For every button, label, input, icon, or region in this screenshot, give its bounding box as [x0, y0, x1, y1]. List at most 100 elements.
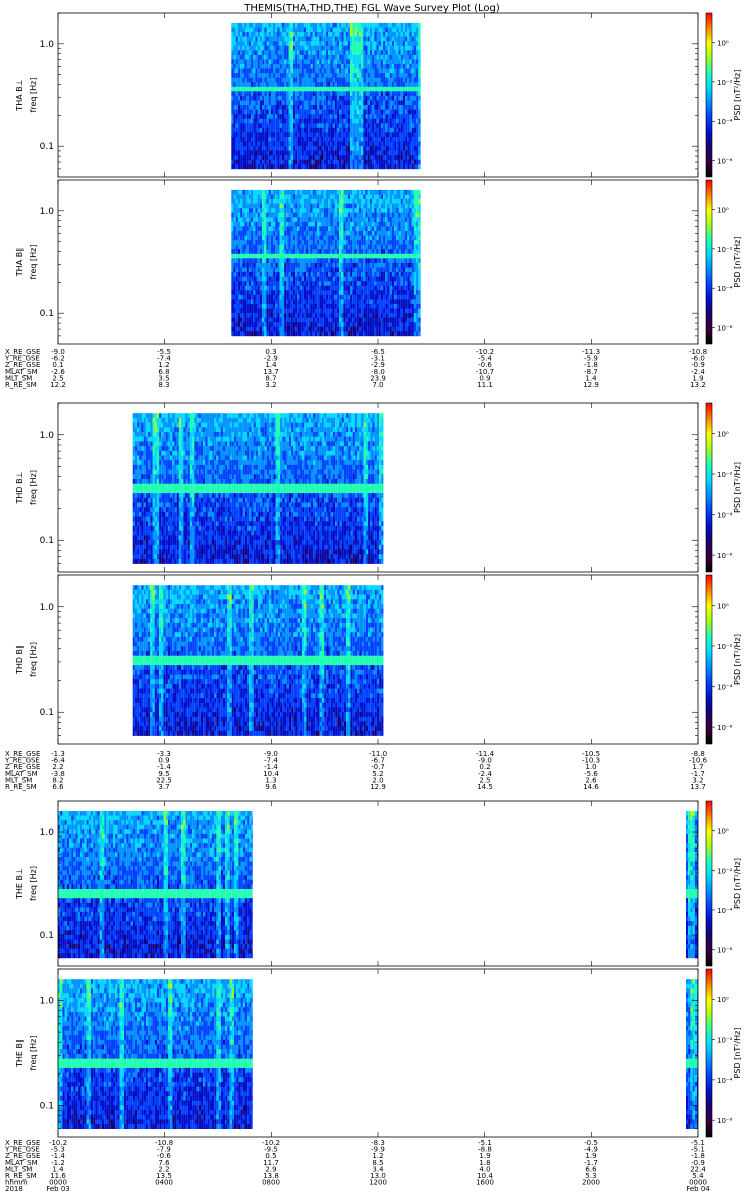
psd-cell	[343, 313, 346, 318]
psd-cell	[310, 155, 313, 161]
psd-cell	[345, 304, 348, 309]
psd-cell	[361, 199, 364, 204]
psd-cell	[275, 45, 278, 51]
psd-cell	[277, 231, 280, 236]
psd-cell	[319, 41, 322, 47]
psd-cell	[354, 45, 357, 51]
psd-cell	[385, 36, 388, 42]
psd-cell	[345, 164, 348, 170]
psd-cell	[391, 95, 395, 101]
psd-cell	[312, 272, 315, 277]
psd-cell	[391, 137, 395, 142]
psd-cell	[330, 155, 333, 161]
psd-cell	[259, 77, 263, 83]
psd-cell	[297, 132, 300, 138]
psd-cell	[325, 240, 329, 245]
psd-cell	[275, 86, 278, 92]
psd-cell	[374, 77, 377, 83]
psd-cell	[295, 317, 298, 323]
psd-cell	[319, 91, 322, 97]
psd-cell	[253, 217, 256, 223]
psd-cell	[314, 114, 318, 120]
psd-cell	[266, 50, 269, 56]
psd-cell	[343, 123, 346, 129]
psd-cell	[336, 132, 340, 138]
psd-cell	[266, 109, 269, 115]
psd-cell	[251, 159, 254, 165]
psd-cell	[352, 267, 355, 273]
psd-cell	[295, 22, 298, 28]
psd-cell	[295, 59, 298, 65]
psd-cell	[244, 36, 247, 42]
psd-cell	[299, 155, 302, 161]
psd-cell	[358, 114, 362, 120]
psd-cell	[240, 285, 243, 291]
psd-cell	[383, 159, 386, 165]
psd-cell	[246, 100, 249, 106]
psd-cell	[372, 141, 375, 147]
psd-cell	[367, 258, 370, 264]
psd-cell	[369, 54, 373, 60]
psd-cell	[361, 27, 364, 33]
psd-cell	[231, 95, 234, 101]
psd-cell	[416, 91, 419, 97]
psd-cell	[330, 326, 333, 332]
psd-cell	[358, 276, 362, 282]
psd-cell	[295, 276, 298, 282]
psd-cell	[308, 109, 311, 115]
psd-cell	[328, 22, 331, 28]
psd-cell	[301, 276, 304, 282]
psd-cell	[418, 100, 421, 106]
psd-cell	[347, 105, 351, 110]
psd-cell	[288, 45, 291, 51]
psd-cell	[284, 272, 287, 277]
psd-cell	[251, 262, 254, 268]
psd-cell	[369, 77, 373, 83]
psd-cell	[253, 68, 256, 74]
psd-cell	[328, 258, 331, 264]
psd-cell	[266, 317, 269, 323]
psd-cell	[319, 45, 322, 51]
psd-cell	[354, 64, 357, 69]
psd-cell	[339, 208, 342, 214]
psd-cell	[253, 203, 256, 209]
psd-cell	[248, 331, 252, 337]
psd-cell	[372, 199, 375, 204]
psd-cell	[284, 258, 287, 264]
psd-cell	[334, 326, 337, 332]
psd-cell	[308, 276, 311, 282]
psd-cell	[391, 59, 395, 65]
psd-cell	[407, 164, 410, 170]
psd-cell	[330, 137, 333, 142]
psd-cell	[288, 240, 291, 245]
psd-cell	[356, 36, 359, 42]
psd-cell	[240, 217, 243, 223]
psd-cell	[363, 326, 366, 332]
psd-cell	[275, 281, 278, 287]
psd-cell	[259, 249, 263, 255]
psd-cell	[358, 91, 362, 97]
psd-cell	[372, 22, 375, 28]
psd-cell	[416, 86, 419, 92]
psd-cell	[319, 226, 322, 232]
psd-cell	[270, 276, 274, 282]
psd-cell	[284, 285, 287, 291]
psd-cell	[365, 322, 368, 328]
psd-cell	[350, 86, 353, 92]
psd-cell	[306, 114, 309, 120]
psd-cell	[343, 199, 346, 204]
psd-cell	[372, 290, 375, 296]
psd-cell	[233, 226, 236, 232]
psd-cell	[242, 127, 245, 133]
psd-cell	[367, 22, 370, 28]
psd-cell	[363, 253, 366, 259]
psd-cell	[246, 308, 249, 314]
psd-cell	[389, 132, 392, 138]
psd-cell	[306, 32, 309, 37]
psd-cell	[248, 32, 252, 37]
psd-cell	[264, 313, 267, 318]
psd-cell	[310, 77, 313, 83]
psd-cell	[290, 64, 293, 69]
psd-cell	[409, 91, 412, 97]
psd-cell	[264, 45, 267, 51]
